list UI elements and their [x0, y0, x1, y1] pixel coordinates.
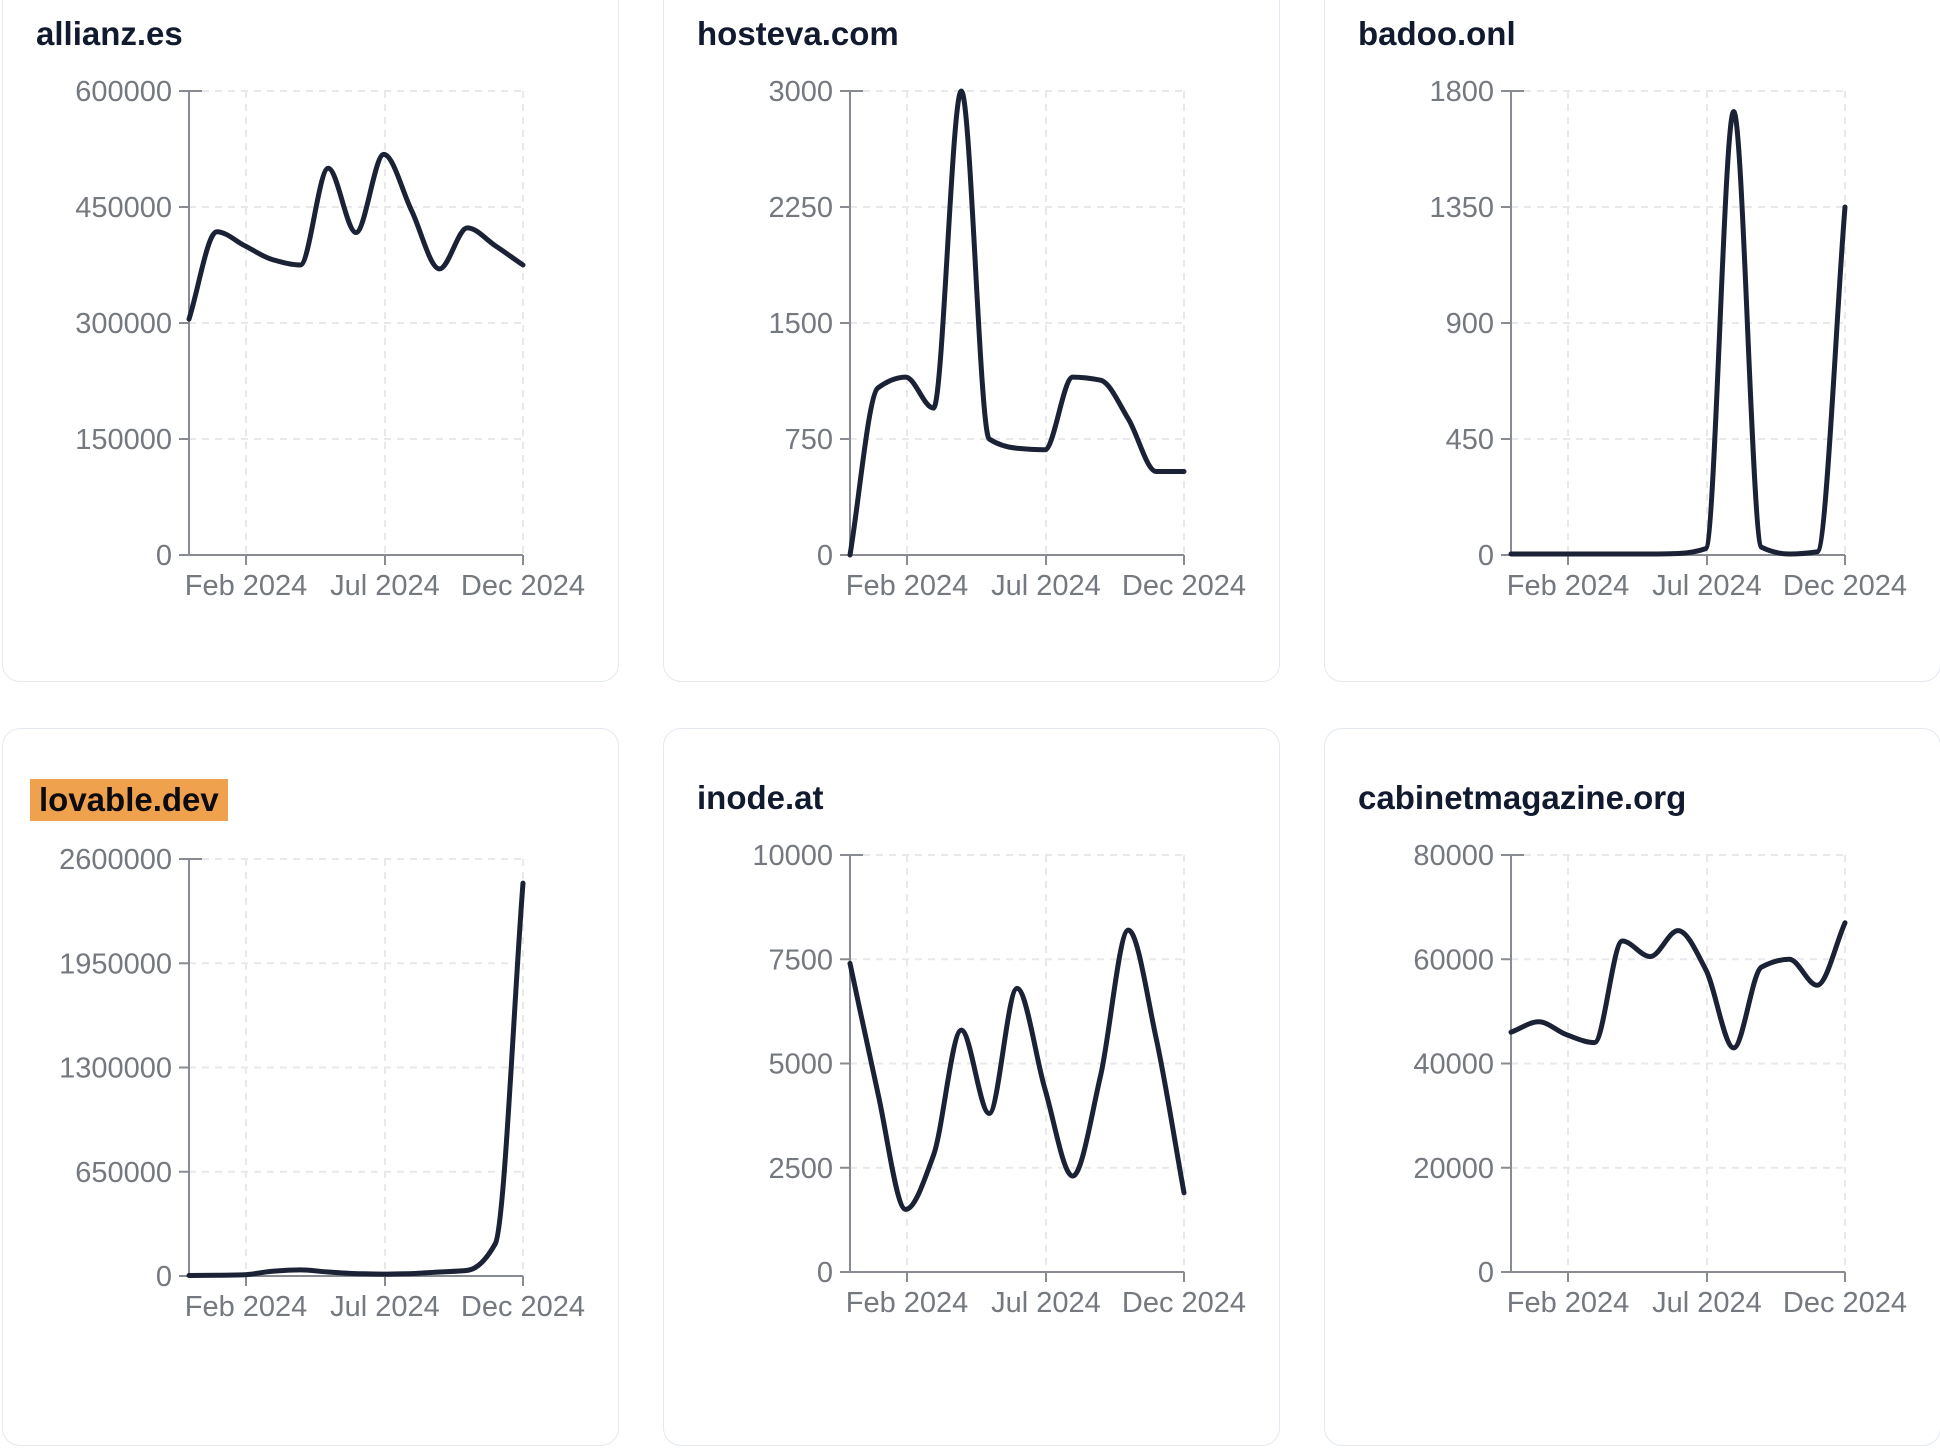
domain-chart-card-badoo: badoo.onl 0 450 900 1350 1800 Feb 2024 Jul 202… [1324, 0, 1940, 682]
axis-frame [1510, 89, 1845, 556]
domain-chart-card-allianz: allianz.es 0 150000 300000 450000 600000 Feb … [2, 0, 619, 682]
domain-chart-card-cabinetmagazine: cabinetmagazine.org 0 20000 40000 60000 8000… [1324, 728, 1940, 1446]
axis-frame [188, 89, 523, 556]
y-tick-label: 3000 [768, 77, 833, 108]
x-tick-label: Dec 2024 [461, 1291, 585, 1323]
y-tick-label: 1300000 [59, 1052, 172, 1084]
x-tick-label: Dec 2024 [1122, 570, 1246, 602]
card-title: hosteva.com [697, 15, 1279, 53]
x-tick-label: Dec 2024 [1783, 570, 1907, 602]
y-tick-label: 20000 [1413, 1153, 1494, 1185]
line-chart: 0 750 1500 2250 3000 Feb 2024 Jul 2024 Dec 2024 [768, 77, 1246, 602]
axis-frame [1510, 853, 1845, 1273]
x-tick-label: Dec 2024 [461, 570, 585, 602]
domain-chart-card-inode: inode.at 0 2500 5000 7500 10000 Feb 2024 Jul 2… [663, 728, 1280, 1446]
line-chart: 0 20000 40000 60000 80000 Feb 2024 Jul 2024 Dec… [1413, 841, 1907, 1319]
trend-line [847, 88, 1187, 558]
y-tick-label: 80000 [1413, 841, 1494, 872]
y-tick-label: 1950000 [59, 948, 172, 980]
y-tick-label: 750 [785, 424, 833, 456]
x-tick-label: Feb 2024 [1507, 1287, 1630, 1319]
x-tick-label: Feb 2024 [846, 1287, 969, 1319]
domain-title-text: cabinetmagazine.org [1358, 779, 1687, 816]
y-tick-label: 450000 [75, 192, 172, 224]
trend-line [186, 151, 526, 322]
y-tick-label: 150000 [75, 424, 172, 456]
x-tick-label: Feb 2024 [1507, 570, 1630, 602]
y-tick-label: 2500 [768, 1153, 833, 1185]
domain-title-text: hosteva.com [697, 15, 899, 52]
y-tick-label: 2600000 [59, 845, 172, 876]
y-tick-label: 600000 [75, 77, 172, 108]
x-tick-label: Jul 2024 [991, 570, 1101, 602]
y-tick-label: 10000 [752, 841, 833, 872]
card-title: lovable.dev [30, 779, 618, 821]
x-tick-label: Feb 2024 [185, 1291, 308, 1323]
trend-line [1508, 920, 1848, 1051]
y-tick-label: 0 [1478, 540, 1494, 572]
domain-title-text: badoo.onl [1358, 15, 1516, 52]
x-tick-label: Feb 2024 [185, 570, 308, 602]
y-tick-label: 5000 [768, 1048, 833, 1080]
y-tick-label: 40000 [1413, 1048, 1494, 1080]
domain-title-text: allianz.es [36, 15, 183, 52]
y-tick-label: 900 [1446, 308, 1494, 340]
y-tick-label: 0 [156, 540, 172, 572]
y-tick-label: 2250 [768, 192, 833, 224]
y-tick-label: 1350 [1429, 192, 1494, 224]
y-tick-label: 60000 [1413, 944, 1494, 976]
card-title: allianz.es [36, 15, 618, 53]
domain-title-text: lovable.dev [30, 779, 228, 821]
axis-frame [188, 857, 523, 1277]
domain-title-text: inode.at [697, 779, 824, 816]
line-chart: 0 150000 300000 450000 600000 Feb 2024 Jul 202… [75, 77, 585, 602]
axis-frame [849, 853, 1184, 1273]
y-tick-label: 0 [817, 540, 833, 572]
x-tick-label: Dec 2024 [1122, 1287, 1246, 1319]
x-tick-label: Feb 2024 [846, 570, 969, 602]
x-tick-label: Jul 2024 [1652, 570, 1762, 602]
y-tick-label: 650000 [75, 1157, 172, 1189]
line-chart: 0 450 900 1350 1800 Feb 2024 Jul 2024 Dec 2024 [1429, 77, 1907, 602]
y-tick-label: 450 [1446, 424, 1494, 456]
domain-chart-card-lovable: lovable.dev 0 650000 1300000 1950000 2600000… [2, 728, 619, 1446]
trend-line [186, 880, 526, 1278]
x-tick-label: Jul 2024 [1652, 1287, 1762, 1319]
card-title: badoo.onl [1358, 15, 1940, 53]
y-tick-label: 1800 [1429, 77, 1494, 108]
y-tick-label: 0 [156, 1261, 172, 1293]
card-title: inode.at [697, 779, 1279, 817]
x-tick-label: Jul 2024 [330, 570, 440, 602]
y-tick-label: 7500 [768, 944, 833, 976]
trend-line [1508, 109, 1848, 557]
domain-chart-card-hosteva: hosteva.com 0 750 1500 2250 3000 Feb 2024 Jul … [663, 0, 1280, 682]
axis-frame [849, 89, 1184, 556]
line-chart: 0 650000 1300000 1950000 2600000 Feb 2024 Jul … [59, 845, 585, 1323]
trend-line [847, 927, 1187, 1212]
card-title: cabinetmagazine.org [1358, 779, 1940, 817]
y-tick-label: 0 [817, 1257, 833, 1289]
y-tick-label: 300000 [75, 308, 172, 340]
x-tick-label: Jul 2024 [991, 1287, 1101, 1319]
line-chart: 0 2500 5000 7500 10000 Feb 2024 Jul 2024 Dec 20… [752, 841, 1246, 1319]
y-tick-label: 0 [1478, 1257, 1494, 1289]
x-tick-label: Jul 2024 [330, 1291, 440, 1323]
x-tick-label: Dec 2024 [1783, 1287, 1907, 1319]
y-tick-label: 1500 [768, 308, 833, 340]
